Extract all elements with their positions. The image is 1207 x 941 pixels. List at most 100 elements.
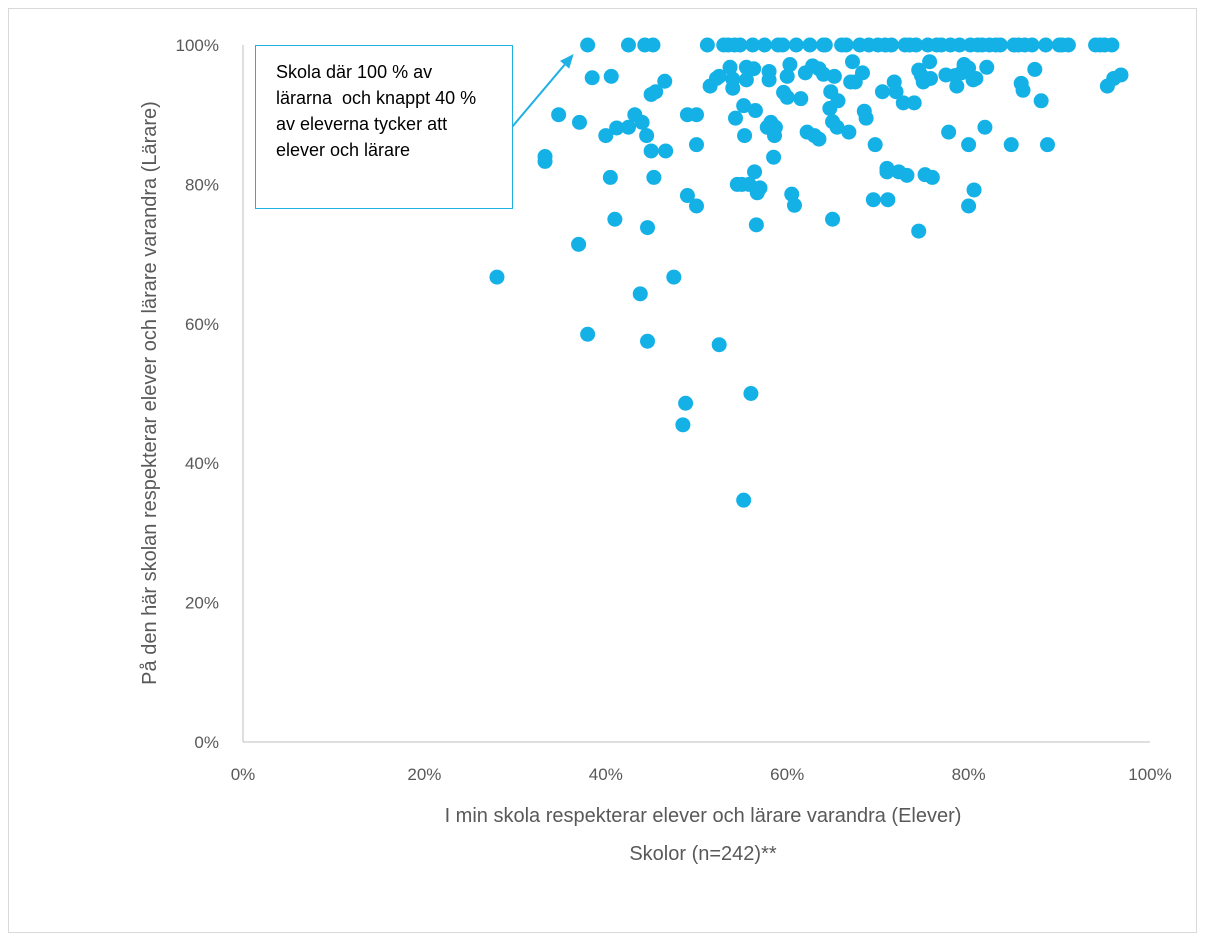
data-point: [979, 59, 995, 75]
data-point: [966, 182, 982, 198]
data-point: [571, 236, 587, 252]
data-point: [826, 68, 842, 84]
data-point: [571, 114, 587, 130]
data-point: [752, 180, 768, 196]
data-point: [1038, 37, 1054, 53]
data-point: [1024, 37, 1040, 53]
data-point: [841, 124, 857, 140]
data-point: [747, 164, 763, 180]
data-point: [845, 54, 861, 70]
x-tick-label: 40%: [589, 765, 623, 784]
data-point: [738, 72, 754, 88]
y-tick-label: 40%: [185, 454, 219, 473]
data-point: [646, 169, 662, 185]
data-point: [648, 84, 664, 100]
data-point: [767, 119, 783, 135]
data-point: [761, 63, 777, 79]
data-point: [1015, 82, 1031, 98]
data-point: [678, 395, 694, 411]
data-point: [854, 65, 870, 81]
data-point: [666, 269, 682, 285]
x-tick-label: 80%: [952, 765, 986, 784]
data-point: [609, 120, 625, 136]
data-point: [620, 37, 636, 53]
data-point: [746, 61, 762, 77]
x-tick-label: 60%: [770, 765, 804, 784]
y-tick-label: 80%: [185, 175, 219, 194]
data-point: [911, 223, 927, 239]
data-point: [602, 169, 618, 185]
data-point: [725, 80, 741, 96]
data-point: [607, 211, 623, 227]
data-point: [923, 70, 939, 86]
data-point: [779, 89, 795, 105]
data-point: [620, 119, 636, 135]
data-point: [811, 131, 827, 147]
data-point: [640, 220, 656, 236]
x-axis-title: I min skola respekterar elever och lärar…: [445, 805, 962, 827]
data-point: [949, 78, 965, 94]
data-point: [689, 198, 704, 214]
data-point: [779, 68, 795, 84]
data-point: [1033, 93, 1049, 109]
x-tick-label: 0%: [231, 765, 256, 784]
data-point: [1113, 67, 1129, 83]
callout-line: Skola där 100 % av: [276, 62, 433, 82]
data-point: [888, 84, 904, 100]
data-point: [1060, 37, 1076, 53]
tick-labels: 0% 20% 40% 60% 80% 100% 0% 20% 40% 60% 80% 100%: [176, 36, 1172, 784]
data-point: [908, 37, 924, 53]
data-point: [643, 143, 659, 159]
data-point: [775, 37, 791, 53]
data-point: [865, 192, 881, 208]
data-point: [679, 188, 695, 204]
data-point: [711, 68, 727, 84]
data-point: [879, 164, 895, 180]
data-point: [992, 37, 1008, 53]
data-point: [884, 37, 900, 53]
axes: [242, 45, 1150, 743]
data-point: [675, 417, 691, 433]
x-tick-label: 100%: [1128, 765, 1171, 784]
data-point: [747, 103, 763, 119]
data-point: [580, 37, 596, 53]
annotation-arrow-head: [560, 54, 574, 69]
y-axis-title: På den här skolan respekterar elever och…: [139, 101, 161, 685]
data-point: [895, 95, 911, 111]
data-point: [961, 137, 977, 153]
y-tick-label: 60%: [185, 315, 219, 334]
data-point: [961, 60, 977, 76]
data-point: [952, 37, 968, 53]
data-points: [489, 37, 1129, 508]
data-point: [874, 84, 890, 100]
data-point: [632, 286, 648, 302]
y-tick-label: 100%: [176, 36, 219, 55]
chart-frame: [8, 8, 1197, 933]
data-point: [745, 37, 761, 53]
data-point: [786, 197, 802, 213]
data-point: [537, 153, 553, 169]
data-point: [551, 107, 567, 123]
data-point: [829, 119, 845, 135]
data-point: [639, 128, 655, 144]
chart-subtitle: Skolor (n=242)**: [629, 843, 777, 865]
data-point: [830, 93, 846, 109]
data-point: [858, 110, 874, 126]
data-point: [880, 192, 896, 208]
callout-line: lärarna och knappt 40 %: [276, 88, 477, 108]
data-point: [1040, 137, 1056, 153]
data-point: [977, 119, 993, 135]
data-point: [584, 70, 600, 86]
data-point: [640, 333, 656, 349]
data-point: [736, 98, 752, 114]
data-point: [598, 128, 614, 144]
data-point: [689, 107, 704, 123]
data-point: [788, 37, 804, 53]
callout-line: av eleverna tycker att: [276, 114, 448, 134]
data-point: [941, 124, 957, 140]
data-point: [748, 217, 764, 233]
data-point: [658, 143, 674, 159]
data-point: [743, 386, 759, 401]
data-point: [736, 492, 752, 508]
data-point: [922, 54, 938, 70]
